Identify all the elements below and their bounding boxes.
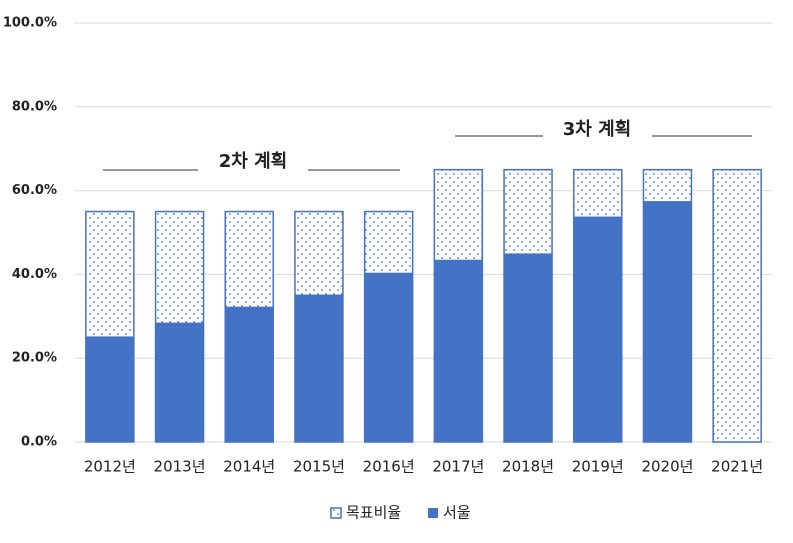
target-bar [712,168,762,443]
x-tick-label: 2020년 [641,458,693,476]
seoul-bar [434,259,483,442]
y-tick-label: 80.0% [12,99,57,114]
annotation: 3차 계획 [563,119,631,140]
legend-label: 서울 [443,504,471,522]
x-tick-label: 2017년 [432,458,484,476]
x-tick-label: 2014년 [223,458,275,476]
y-tick-label: 100.0% [3,16,57,31]
seoul-bar [573,216,622,442]
y-tick-label: 20.0% [12,351,57,366]
y-tick-label: 40.0% [12,267,57,282]
seoul-bar [155,322,204,442]
seoul-bar [643,201,692,442]
y-tick-label: 0.0% [21,435,57,450]
seoul-bar [294,294,343,442]
x-tick-label: 2013년 [154,458,206,476]
x-tick-label: 2021년 [711,458,763,476]
legend-label: 목표비율 [346,504,401,522]
x-tick-label: 2016년 [363,458,415,476]
x-tick-label: 2015년 [293,458,345,476]
legend-swatch [428,508,438,518]
seoul-bar [225,306,274,442]
x-tick-label: 2012년 [84,458,136,476]
legend-swatch [330,507,342,519]
seoul-bar [364,272,413,442]
y-tick-label: 60.0% [12,183,57,198]
seoul-bar [504,253,553,442]
seoul-bar [85,336,134,442]
annotation: 2차 계획 [219,151,287,172]
x-tick-label: 2019년 [572,458,624,476]
x-tick-label: 2018년 [502,458,554,476]
